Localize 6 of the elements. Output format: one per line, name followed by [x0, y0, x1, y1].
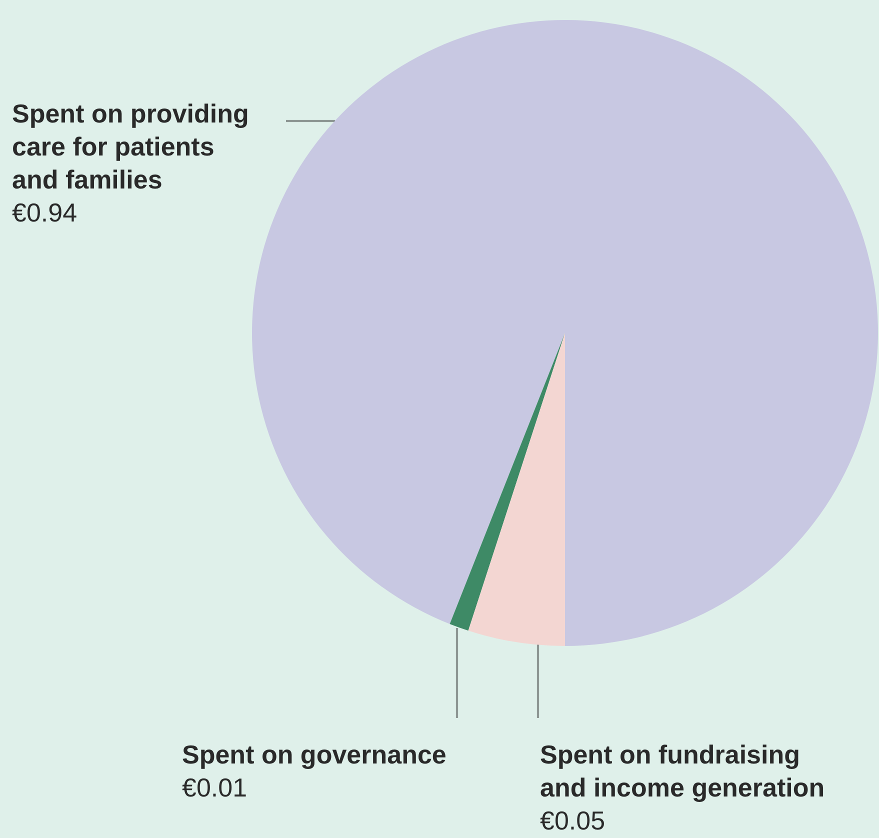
slice-label: Spent on providing care for patients and families [12, 98, 249, 194]
data-label: €0.05 [540, 806, 606, 836]
data-label: €0.01 [182, 772, 248, 802]
slice-label: Spent on governance [182, 740, 446, 770]
slice-label: Spent on fundraising and income generation [540, 740, 825, 802]
data-label: €0.94 [12, 198, 78, 228]
